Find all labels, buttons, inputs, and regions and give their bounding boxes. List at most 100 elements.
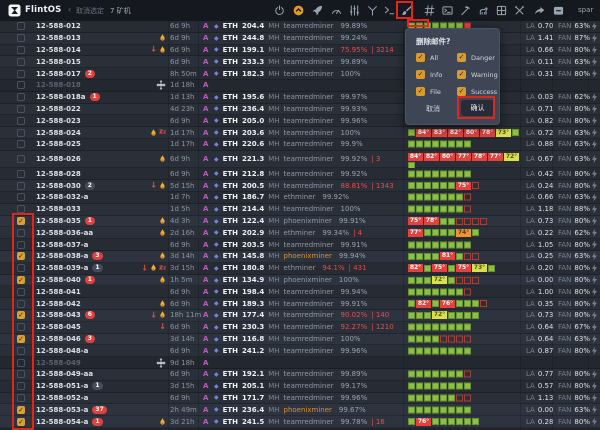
gpu-cell[interactable] xyxy=(408,323,415,331)
rig-checkbox[interactable] xyxy=(17,228,25,237)
gpu-cell[interactable] xyxy=(416,276,423,284)
rig-checkbox[interactable] xyxy=(17,169,25,178)
rig-row[interactable]: 12-588-051-a 1 3d 15h A ◆ ETH 205.1 MH teamredmi… xyxy=(0,380,600,393)
gpu-cell[interactable] xyxy=(440,241,447,249)
gpu-cell[interactable] xyxy=(424,170,431,178)
gpu-cell[interactable] xyxy=(416,252,423,260)
rig-name[interactable]: 12-588-018a 1 xyxy=(36,93,100,102)
gpu-cell[interactable] xyxy=(424,394,431,402)
rig-checkbox[interactable] xyxy=(17,287,25,296)
rig-name[interactable]: 12-588-052-a xyxy=(36,393,89,402)
rig-checkbox[interactable]: ✓ xyxy=(17,252,25,261)
gpu-cell[interactable] xyxy=(472,418,479,426)
gpu-cell[interactable] xyxy=(432,300,439,308)
gpu-cell-offline[interactable] xyxy=(464,370,471,378)
rig-row[interactable]: 12-588-039-a 1 ↓ zz 3d 15h A ◆ ETH 180.8 MH ethmin… xyxy=(0,262,600,275)
gpu-cell[interactable] xyxy=(416,323,423,331)
gpu-cell-offline[interactable] xyxy=(472,217,479,225)
gpu-cell[interactable] xyxy=(408,300,415,308)
gpu-cell[interactable] xyxy=(456,323,463,331)
gpu-cell[interactable] xyxy=(448,311,455,319)
gpu-cell[interactable] xyxy=(432,347,439,355)
gpu-cell-offline[interactable] xyxy=(456,394,463,402)
checkbox-icon[interactable]: ✓ xyxy=(416,53,425,62)
gpu-cell[interactable] xyxy=(464,300,471,308)
rig-row[interactable]: 12-588-018a 1 1d 13h A ◆ ETH 195.6 MH teamredmin… xyxy=(0,91,600,104)
gpu-cell[interactable] xyxy=(456,347,463,355)
gpu-cell[interactable] xyxy=(416,370,423,378)
checkbox-icon[interactable]: ✓ xyxy=(457,53,466,62)
gpu-cell-offline[interactable] xyxy=(480,300,487,308)
rig-row[interactable]: 12-588-042 6d 9h A ◆ ETH 189.3 MH teamredminer 9… xyxy=(0,298,600,311)
rig-row[interactable]: 12-588-023 6d 9h A ◆ ETH 205.0 MH teamredminer 9… xyxy=(0,115,600,128)
rig-checkbox[interactable] xyxy=(17,140,25,149)
gpu-cell[interactable] xyxy=(424,288,431,296)
rig-checkbox[interactable]: ✓ xyxy=(17,276,25,285)
filters-icon[interactable] xyxy=(347,3,361,18)
gpu-cell[interactable] xyxy=(408,418,415,426)
gpu-cell[interactable] xyxy=(424,382,431,390)
rig-name[interactable]: 12-588-012 xyxy=(36,22,81,31)
gpu-cell[interactable] xyxy=(424,276,431,284)
cancel-button[interactable]: 取消 xyxy=(426,104,440,113)
gpu-cell[interactable] xyxy=(448,229,455,237)
gpu-cell-offline[interactable] xyxy=(456,276,463,284)
gpu-cell[interactable] xyxy=(448,347,455,355)
gpu-cell[interactable] xyxy=(408,382,415,390)
gpu-cell-offline[interactable] xyxy=(456,217,463,225)
gpu-cell-offline[interactable] xyxy=(480,217,487,225)
gpu-cell[interactable] xyxy=(448,241,455,249)
gpu-cell[interactable] xyxy=(456,140,463,148)
gpu-cell[interactable] xyxy=(432,323,439,331)
gpu-cell[interactable] xyxy=(464,170,471,178)
gpu-cell[interactable] xyxy=(440,347,447,355)
gpu-cell[interactable] xyxy=(416,347,423,355)
checkbox-icon[interactable]: ✓ xyxy=(416,87,425,96)
gpu-cell[interactable] xyxy=(440,170,447,178)
gpu-cell[interactable] xyxy=(416,205,423,213)
rig-name[interactable]: 12-588-049 xyxy=(36,358,81,367)
rig-row[interactable]: 12-588-041 6d 9h A ◆ ETH 198.4 MH teamredminer 9… xyxy=(0,286,600,299)
gpu-cell-temp[interactable]: 77° xyxy=(488,152,503,161)
gpu-cell-temp[interactable]: 72° xyxy=(432,276,447,285)
rocket-icon[interactable] xyxy=(310,3,324,18)
popup-option-file[interactable]: ✓ File xyxy=(416,87,441,96)
gpu-cell[interactable] xyxy=(456,382,463,390)
rig-name[interactable]: 12-588-042 xyxy=(36,299,81,308)
rig-checkbox[interactable] xyxy=(17,205,25,214)
gpu-cell-temp[interactable]: 78° xyxy=(472,152,487,161)
rig-name[interactable]: 12-588-041 xyxy=(36,287,81,296)
rig-row[interactable]: 12-588-028 6d 9h A ◆ ETH 212.8 MH teamredminer 9… xyxy=(0,168,600,181)
gpu-cell[interactable] xyxy=(464,140,471,148)
rig-checkbox[interactable] xyxy=(17,193,25,202)
gpu-cell[interactable] xyxy=(440,205,447,213)
gpu-cell-temp[interactable]: 77° xyxy=(456,152,471,161)
gpu-cell[interactable] xyxy=(440,217,447,225)
gpu-cell-temp[interactable]: 80° xyxy=(440,152,455,161)
gpu-cell[interactable] xyxy=(416,182,423,190)
gpu-cell[interactable] xyxy=(432,229,439,237)
rig-name[interactable]: 12-588-023 xyxy=(36,116,81,125)
upgrade-icon[interactable] xyxy=(291,3,305,18)
popup-option-success[interactable]: ✓ Success xyxy=(457,87,497,96)
rig-row[interactable]: 12-588-018 1d 18h A xyxy=(0,79,600,92)
gpu-cell-temp[interactable]: 84° xyxy=(416,128,431,137)
gpu-cell[interactable] xyxy=(432,418,439,426)
rig-name[interactable]: 12-588-053-a 37 xyxy=(36,405,107,414)
back-chevron-icon[interactable]: ‹ xyxy=(68,5,72,14)
rig-name[interactable]: 12-588-035 1 xyxy=(36,217,95,226)
gpu-cell[interactable] xyxy=(424,311,431,319)
confirm-button[interactable]: 确认 xyxy=(461,100,494,116)
rig-checkbox[interactable] xyxy=(17,370,25,379)
popup-option-info[interactable]: ✓ Info xyxy=(416,70,442,79)
rig-name[interactable]: 12-588-051-a 1 xyxy=(36,382,103,391)
rig-name[interactable]: 12-588-049-aa xyxy=(36,370,94,379)
gpu-cell[interactable] xyxy=(416,311,423,319)
gpu-cell-temp[interactable]: 77° xyxy=(408,228,423,237)
gpu-cell[interactable] xyxy=(416,335,423,343)
gpu-cell-temp[interactable]: 78° xyxy=(480,128,495,137)
gpu-cell[interactable] xyxy=(424,241,431,249)
rig-row[interactable]: ✓ 12-588-038-a 3 3d 14h A ◆ ETH 145.8 MH phoenixm… xyxy=(0,251,600,263)
gpu-cell-offline[interactable] xyxy=(464,276,471,284)
gpu-cell[interactable] xyxy=(472,229,479,237)
